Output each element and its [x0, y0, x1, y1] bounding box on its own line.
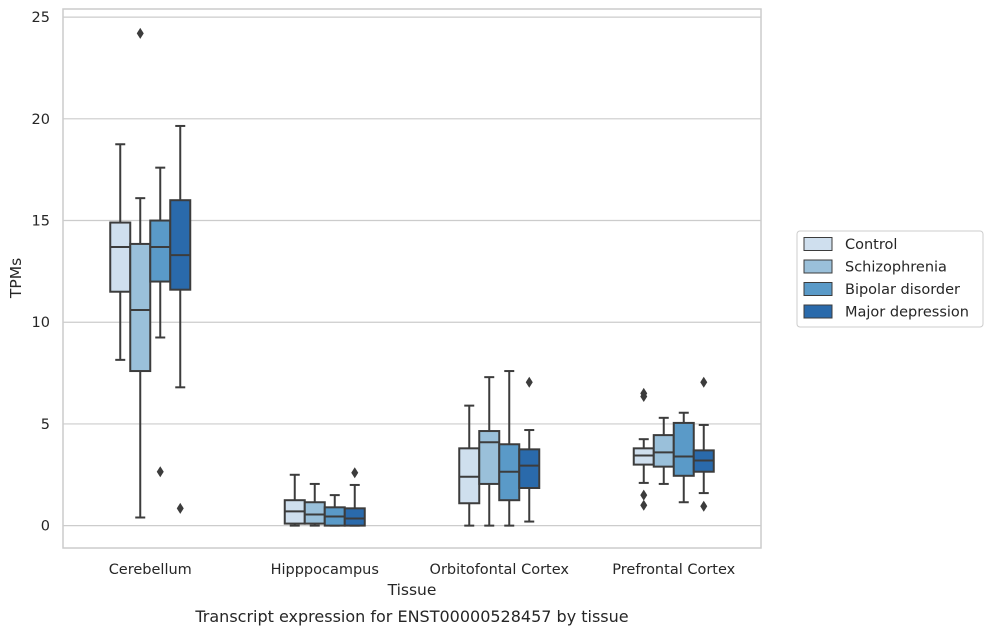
legend-swatch	[803, 237, 833, 251]
y-tick-label: 25	[32, 10, 50, 26]
legend: Control Schizophrenia Bipolar disorder Majo…	[796, 230, 984, 328]
legend-frame	[796, 230, 984, 328]
box-2-1	[323, 494, 346, 527]
plot-frame	[62, 8, 762, 549]
box-layer	[109, 27, 715, 527]
legend-swatch	[803, 259, 833, 274]
x-tick-label: Cerebellum	[109, 562, 192, 578]
box-3-0	[169, 124, 192, 514]
outlier-point	[700, 376, 708, 388]
legend-label: Bipolar disorder	[845, 282, 960, 298]
outlier-point	[640, 489, 648, 501]
box-body	[632, 447, 655, 466]
legend-label: Control	[845, 237, 897, 253]
outlier-point	[136, 27, 144, 39]
y-tick-label: 15	[32, 214, 50, 230]
box-1-3	[652, 416, 675, 485]
box-0-2	[458, 404, 481, 527]
box-body	[149, 219, 172, 283]
box-3-2	[518, 376, 541, 523]
y-tick-label: 10	[32, 315, 50, 331]
box-3-3	[692, 376, 715, 512]
outlier-point	[525, 376, 533, 388]
box-body	[458, 447, 481, 505]
box-body	[478, 430, 501, 485]
box-body	[652, 434, 675, 468]
box-0-3	[632, 387, 655, 511]
legend-swatch	[803, 304, 833, 319]
legend-label: Major depression	[845, 305, 969, 321]
x-tick-label: Prefrontal Cortex	[612, 562, 735, 578]
outlier-point	[176, 502, 184, 514]
box-body	[169, 199, 192, 291]
legend-swatch	[803, 282, 833, 296]
box-2-2	[498, 370, 521, 527]
legend-label: Schizophrenia	[845, 260, 947, 276]
chart-caption: Transcript expression for ENST0000052845…	[194, 607, 628, 626]
box-1-2	[478, 376, 501, 527]
legend-entry: Control	[803, 237, 897, 253]
legend-entry: Schizophrenia	[803, 259, 947, 276]
y-tick-label: 20	[32, 112, 50, 128]
outlier-point	[156, 466, 164, 478]
box-1-1	[303, 482, 326, 527]
x-tick-labels: Cerebellum Hipppocampus Orbitofontal Corte…	[109, 562, 736, 578]
outlier-point	[640, 390, 648, 402]
outlier-point	[640, 499, 648, 511]
y-tick-labels: 0 5 10 15 20 25	[32, 10, 50, 534]
box-1-0	[129, 27, 152, 519]
x-axis-label: Tissue	[387, 581, 437, 599]
box-0-0	[109, 143, 132, 361]
box-3-1	[343, 467, 366, 527]
box-2-3	[672, 411, 695, 504]
y-tick-label: 0	[41, 519, 50, 535]
legend-entry: Bipolar disorder	[803, 282, 960, 298]
box-body	[129, 242, 152, 373]
outlier-point	[700, 500, 708, 512]
box-body	[672, 421, 695, 477]
y-tick-label: 5	[41, 417, 50, 433]
box-body	[343, 507, 366, 527]
x-tick-label: Hipppocampus	[271, 562, 379, 578]
box-body	[303, 501, 326, 525]
y-axis-label: TPMs	[7, 258, 25, 299]
outlier-point	[351, 467, 359, 479]
box-body	[109, 221, 132, 293]
legend-entry: Major depression	[803, 304, 969, 321]
box-2-0	[149, 166, 172, 478]
box-body	[518, 448, 541, 489]
box-0-1	[283, 473, 306, 527]
x-tick-label: Orbitofontal Cortex	[430, 562, 570, 578]
